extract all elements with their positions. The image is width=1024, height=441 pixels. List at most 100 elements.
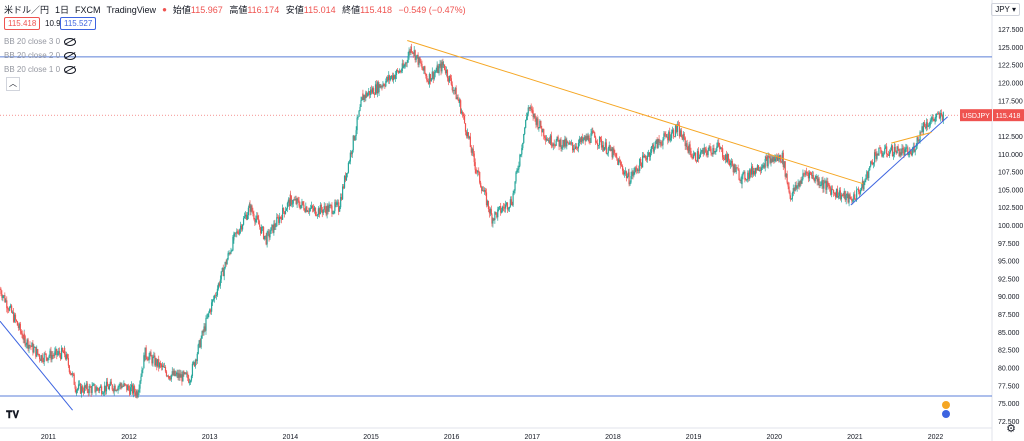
candle-body <box>449 75 451 79</box>
candle-body <box>188 382 191 384</box>
candle-body <box>309 208 311 212</box>
candle-body <box>193 362 195 367</box>
candle-body <box>601 145 604 148</box>
indicator-bb2[interactable]: BB 20 close 2 0 <box>4 51 77 60</box>
candle-body <box>398 70 400 73</box>
ask-button[interactable]: 115.527 <box>60 17 97 30</box>
candle-body <box>646 155 649 160</box>
candle-body <box>889 150 892 153</box>
candle-body <box>237 231 239 234</box>
candle-body <box>538 127 540 129</box>
candle-body <box>504 204 507 209</box>
candle-body <box>523 133 525 143</box>
candle-body <box>598 136 601 145</box>
candle-body <box>627 172 630 177</box>
candle-body <box>692 154 695 159</box>
candle-body <box>785 173 787 177</box>
candle-body <box>405 62 407 64</box>
symbol-name[interactable]: 米ドル／円 <box>4 5 50 15</box>
candle-body <box>66 354 69 358</box>
candle-body <box>142 368 144 371</box>
candle-body <box>826 181 828 190</box>
candle-body <box>919 131 921 141</box>
candle-body <box>545 137 547 141</box>
candle-body <box>431 71 433 79</box>
eye-hidden-icon[interactable] <box>64 65 77 74</box>
candle-body <box>794 184 796 191</box>
candle-body <box>734 164 736 173</box>
candle-body <box>804 173 806 175</box>
candle-body <box>543 129 545 137</box>
candle-body <box>87 390 89 394</box>
candle-body <box>263 235 266 240</box>
trend-line <box>0 320 73 411</box>
candle-body <box>279 216 281 223</box>
candle-body <box>103 385 106 393</box>
candle-body <box>852 201 854 202</box>
indicator-bb1[interactable]: BB 20 close 1 0 <box>4 65 77 74</box>
candle-body <box>127 385 129 391</box>
candle-body <box>132 386 135 394</box>
candle-body <box>801 179 803 184</box>
candle-body <box>882 154 884 157</box>
candle-body <box>322 209 324 214</box>
candle-body <box>909 151 911 155</box>
candle-body <box>540 120 542 129</box>
candle-body <box>809 172 811 174</box>
interval[interactable]: 1日 <box>55 5 70 15</box>
candle-body <box>653 148 655 152</box>
candle-body <box>415 55 417 61</box>
eye-hidden-icon[interactable] <box>64 37 77 46</box>
chevron-up-icon[interactable]: ︿ <box>6 77 20 91</box>
candle-body <box>285 208 288 211</box>
candle-body <box>192 362 194 364</box>
candle-body <box>854 194 856 200</box>
candle-body <box>196 353 198 362</box>
candle-body <box>148 355 150 361</box>
candle-body <box>764 158 766 168</box>
candle-body <box>265 235 267 245</box>
candle-body <box>208 312 210 314</box>
candle-body <box>603 147 605 151</box>
gear-icon[interactable]: ⚙ <box>1006 423 1016 435</box>
indicator-bb3[interactable]: BB 20 close 3 0 <box>4 37 77 46</box>
x-tick-label: 2022 <box>928 434 944 441</box>
candle-body <box>694 152 697 161</box>
candle-body <box>772 156 774 162</box>
candle-body <box>777 155 779 161</box>
symbol-tag <box>960 109 992 122</box>
candle-body <box>159 363 161 368</box>
candle-body <box>650 146 652 153</box>
eye-hidden-icon[interactable] <box>64 51 77 60</box>
candle-body <box>211 299 214 303</box>
candle-body <box>509 199 511 207</box>
candle-body <box>558 140 560 147</box>
candle-body <box>180 374 182 378</box>
candle-body <box>879 147 881 149</box>
candle-body <box>557 136 559 141</box>
candle-body <box>197 344 199 354</box>
candle-body <box>833 190 835 194</box>
candle-body <box>21 333 23 338</box>
candle-body <box>526 116 528 120</box>
candle-body <box>104 385 107 392</box>
candle-body <box>149 352 151 356</box>
candle-body <box>922 122 925 132</box>
candle-body <box>336 202 338 205</box>
candle-body <box>663 133 665 140</box>
currency-selector[interactable]: JPY ▾ <box>991 3 1020 16</box>
candle-body <box>219 279 221 286</box>
candle-body <box>62 351 65 354</box>
candle-body <box>38 353 40 356</box>
candle-body <box>668 131 670 141</box>
candle-body <box>57 353 59 356</box>
candle-body <box>643 155 646 158</box>
candle-body <box>45 353 47 358</box>
candle-body <box>357 116 359 118</box>
candle-body <box>938 113 941 119</box>
candle-body <box>929 121 931 126</box>
bid-button[interactable]: 115.418 <box>4 17 41 30</box>
candle-body <box>312 208 315 211</box>
candle-body <box>773 156 775 161</box>
